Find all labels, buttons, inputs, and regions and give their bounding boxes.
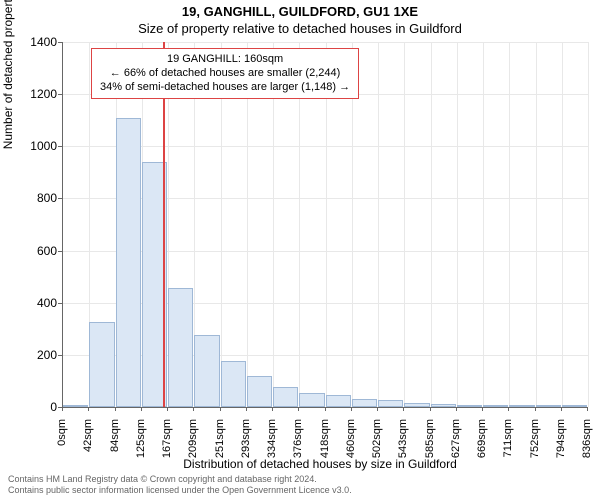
histogram-bar xyxy=(404,403,429,407)
gridline-v xyxy=(536,42,537,407)
y-tick-label: 400 xyxy=(17,296,57,310)
gridline-v xyxy=(457,42,458,407)
histogram-bar xyxy=(247,376,272,407)
y-tick-label: 800 xyxy=(17,191,57,205)
gridline-v xyxy=(404,42,405,407)
histogram-bar xyxy=(483,405,508,407)
y-tick-label: 1400 xyxy=(17,35,57,49)
y-axis-label: Number of detached properties xyxy=(1,0,15,149)
callout-line3: 34% of semi-detached houses are larger (… xyxy=(100,81,350,95)
y-tick-label: 1000 xyxy=(17,139,57,153)
histogram-bar xyxy=(221,361,246,407)
x-axis-label: Distribution of detached houses by size … xyxy=(0,457,600,471)
gridline-v xyxy=(509,42,510,407)
histogram-bar xyxy=(352,399,377,407)
histogram-bar xyxy=(536,405,561,407)
y-tick-label: 200 xyxy=(17,348,57,362)
callout-line2: ← 66% of detached houses are smaller (2,… xyxy=(100,67,350,81)
gridline-v xyxy=(483,42,484,407)
histogram-bar xyxy=(457,405,482,407)
chart-container: 19, GANGHILL, GUILDFORD, GU1 1XE Size of… xyxy=(0,0,600,500)
chart-title-line1: 19, GANGHILL, GUILDFORD, GU1 1XE xyxy=(0,4,600,19)
histogram-bar xyxy=(378,400,403,407)
chart-title-line2: Size of property relative to detached ho… xyxy=(0,21,600,36)
histogram-bar xyxy=(326,395,351,407)
plot-area: 19 GANGHILL: 160sqm ← 66% of detached ho… xyxy=(62,42,588,408)
y-tick-label: 1200 xyxy=(17,87,57,101)
footer-text: Contains HM Land Registry data © Crown c… xyxy=(8,474,352,496)
gridline-v xyxy=(431,42,432,407)
y-tick-label: 600 xyxy=(17,244,57,258)
histogram-bar xyxy=(194,335,219,407)
histogram-bar xyxy=(89,322,114,407)
gridline-v xyxy=(378,42,379,407)
histogram-bar xyxy=(168,288,193,407)
histogram-bar xyxy=(299,393,324,407)
callout-box: 19 GANGHILL: 160sqm ← 66% of detached ho… xyxy=(91,48,359,99)
histogram-bar xyxy=(273,387,298,407)
histogram-bar xyxy=(562,405,587,407)
histogram-bar xyxy=(431,404,456,407)
gridline-v xyxy=(562,42,563,407)
gridline-v xyxy=(588,42,589,407)
callout-line1: 19 GANGHILL: 160sqm xyxy=(100,53,350,67)
histogram-bar xyxy=(63,405,88,407)
histogram-bar xyxy=(509,405,534,407)
histogram-bar xyxy=(116,118,141,407)
footer-line2: Contains public sector information licen… xyxy=(8,485,352,496)
footer-line1: Contains HM Land Registry data © Crown c… xyxy=(8,474,352,485)
y-tick-label: 0 xyxy=(17,400,57,414)
